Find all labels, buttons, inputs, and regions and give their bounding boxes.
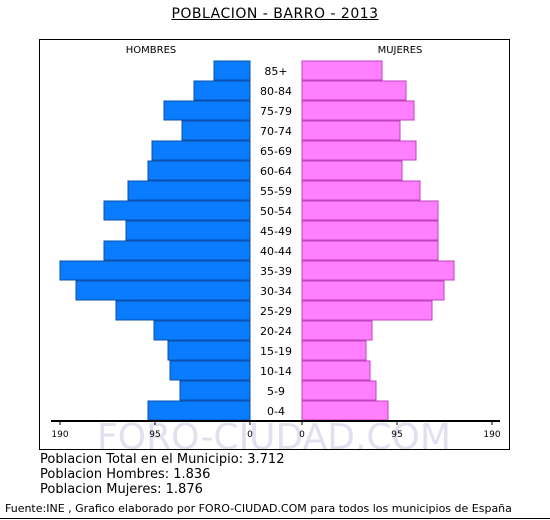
- legend-hombres: HOMBRES: [126, 45, 177, 56]
- bar-hombres-55-59: [127, 180, 251, 201]
- bar-mujeres-55-59: [301, 180, 421, 201]
- bars-layer: [59, 60, 455, 421]
- bar-mujeres-35-39: [301, 260, 455, 281]
- age-labels-layer: 85+ 80-84 75-79 70-74 65-69 60-64 55-59 50-54 45…: [260, 65, 292, 418]
- bar-hombres-50-54: [103, 200, 251, 221]
- tick-label-left-0: 190: [51, 430, 68, 440]
- tick-label-left-2: 0: [247, 430, 253, 440]
- bar-hombres-25-29: [115, 300, 251, 321]
- age-label-45-49: 45-49: [260, 225, 292, 238]
- bar-mujeres-25-29: [301, 300, 433, 321]
- bar-hombres-65-69: [151, 140, 251, 161]
- bar-mujeres-5-9: [301, 380, 377, 401]
- age-label-55-59: 55-59: [260, 185, 292, 198]
- age-label-35-39: 35-39: [260, 265, 292, 278]
- tick-label-right-0: 0: [299, 430, 305, 440]
- age-label-65-69: 65-69: [260, 145, 292, 158]
- bar-mujeres-15-19: [301, 340, 367, 361]
- summary-mujeres: Poblacion Mujeres: 1.876: [40, 482, 203, 497]
- bottom-rule: [0, 518, 550, 519]
- bar-hombres-85+: [213, 60, 251, 81]
- bar-mujeres-10-14: [301, 360, 371, 381]
- age-label-85+: 85+: [264, 65, 287, 78]
- bar-hombres-35-39: [59, 260, 251, 281]
- legend-mujeres: MUJERES: [378, 45, 423, 56]
- bar-hombres-10-14: [169, 360, 251, 381]
- bar-hombres-80-84: [193, 80, 251, 101]
- bar-hombres-15-19: [167, 340, 251, 361]
- age-label-10-14: 10-14: [260, 365, 292, 378]
- population-pyramid: FORO-CIUDAD.COM HOMBRES MUJERES 85+ 80-84…: [51, 45, 501, 449]
- bar-mujeres-50-54: [301, 200, 439, 221]
- age-label-15-19: 15-19: [260, 345, 292, 358]
- age-label-5-9: 5-9: [267, 385, 285, 398]
- bar-hombres-30-34: [75, 280, 251, 301]
- bar-mujeres-30-34: [301, 280, 445, 301]
- bar-hombres-75-79: [163, 100, 251, 121]
- ticks-layer: 190 95 0 0 95 190: [51, 421, 501, 440]
- age-label-60-64: 60-64: [260, 165, 292, 178]
- source-note: Fuente:INE , Grafico elaborado por FORO-…: [5, 502, 512, 515]
- summary-total: Poblacion Total en el Municipio: 3.712: [40, 452, 285, 467]
- tick-label-right-2: 190: [483, 430, 500, 440]
- chart-frame: FORO-CIUDAD.COM HOMBRES MUJERES 85+ 80-84…: [39, 39, 510, 450]
- age-label-20-24: 20-24: [260, 325, 292, 338]
- tick-label-left-1: 95: [149, 430, 160, 440]
- age-label-75-79: 75-79: [260, 105, 292, 118]
- bar-hombres-70-74: [181, 120, 251, 141]
- page-title: POBLACION - BARRO - 2013: [0, 6, 550, 22]
- bar-mujeres-80-84: [301, 80, 407, 101]
- bar-mujeres-45-49: [301, 220, 439, 241]
- age-label-25-29: 25-29: [260, 305, 292, 318]
- chart-title: POBLACION - BARRO - 2013: [171, 6, 379, 22]
- age-label-80-84: 80-84: [260, 85, 292, 98]
- summary-hombres: Poblacion Hombres: 1.836: [40, 467, 211, 482]
- tick-label-right-1: 95: [391, 430, 402, 440]
- bar-mujeres-0-4: [301, 400, 389, 421]
- bar-mujeres-40-44: [301, 240, 439, 261]
- age-label-70-74: 70-74: [260, 125, 292, 138]
- bar-hombres-5-9: [179, 380, 251, 401]
- bar-mujeres-20-24: [301, 320, 373, 341]
- bar-hombres-40-44: [103, 240, 251, 261]
- bar-hombres-45-49: [125, 220, 251, 241]
- age-label-30-34: 30-34: [260, 285, 292, 298]
- bar-mujeres-65-69: [301, 140, 417, 161]
- watermark: FORO-CIUDAD.COM: [97, 417, 451, 449]
- age-label-0-4: 0-4: [267, 405, 285, 418]
- bar-mujeres-60-64: [301, 160, 403, 181]
- age-label-40-44: 40-44: [260, 245, 292, 258]
- bar-hombres-60-64: [147, 160, 251, 181]
- bar-mujeres-75-79: [301, 100, 415, 121]
- bar-hombres-0-4: [147, 400, 251, 421]
- bar-mujeres-70-74: [301, 120, 401, 141]
- age-label-50-54: 50-54: [260, 205, 292, 218]
- bar-mujeres-85+: [301, 60, 383, 81]
- bar-hombres-20-24: [153, 320, 251, 341]
